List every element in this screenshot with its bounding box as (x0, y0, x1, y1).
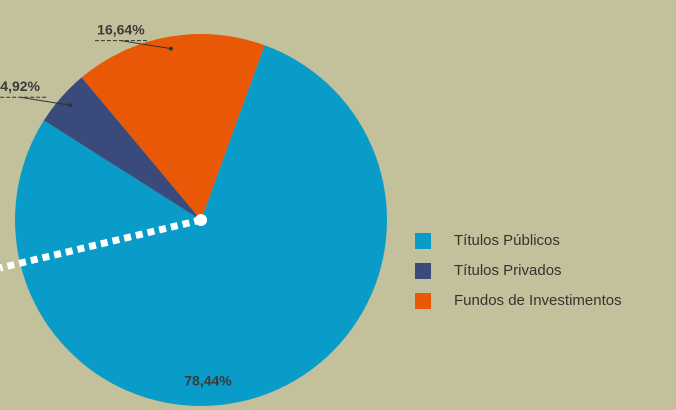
leader-dot (168, 46, 173, 51)
leader-dot (68, 103, 73, 108)
pie-slice (43, 77, 201, 220)
pointer-line (0, 216, 202, 272)
value-label: 78,44% (184, 373, 232, 389)
legend-swatch (415, 293, 431, 309)
legend-label: Títulos Privados (454, 262, 562, 279)
leader-line (20, 96, 71, 106)
legend-label: Fundos de Investimentos (454, 292, 622, 309)
value-label: 4,92% (0, 78, 40, 94)
pie-slice (81, 34, 265, 220)
center-dot (195, 214, 207, 226)
leader-line (120, 40, 172, 50)
legend-swatch (415, 233, 431, 249)
legend-label: Títulos Públicos (454, 232, 560, 249)
legend-swatch (415, 263, 431, 279)
value-label: 16,64% (97, 21, 145, 37)
